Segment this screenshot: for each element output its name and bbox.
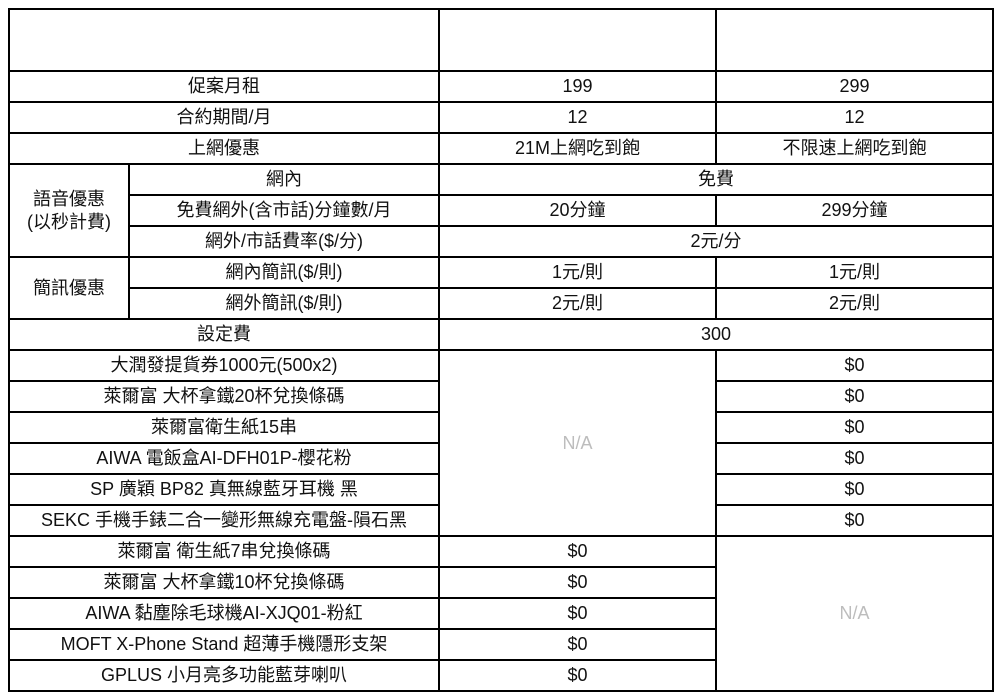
gift-latte20-label: 萊爾富 大杯拿鐵20杯兌換條碼 [8,380,440,413]
setup-fee-label: 設定費 [8,318,440,351]
sms-offnet-plan2: 2元/則 [715,287,994,320]
internet-offer-plan2: 不限速上網吃到飽 [715,132,994,165]
row-gift-charger: SEKC 手機手錶二合一變形無線充電盤-隕石黑 $0 [8,504,994,537]
gift-lint-remover-label: AIWA 黏塵除毛球機AI-XJQ01-粉紅 [8,597,440,630]
gift-charger-label: SEKC 手機手錶二合一變形無線充電盤-隕石黑 [8,504,440,537]
row-gift-latte20: 萊爾富 大杯拿鐵20杯兌換條碼 $0 [8,380,994,413]
gift-tissue15-label: 萊爾富衛生紙15串 [8,411,440,444]
gift-earbuds-plan2: $0 [715,473,994,506]
gifts-plan1-na: N/A [438,349,717,537]
row-gift-rt-voucher: 大潤發提貨券1000元(500x2) N/A $0 [8,349,994,537]
sms-group-label: 簡訊優惠 [8,256,130,320]
sms-onnet-label: 網內簡訊($/則) [128,256,440,289]
gift-latte20-plan2: $0 [715,380,994,413]
monthly-fee-plan1: 199 [438,70,717,103]
sms-offnet-label: 網外簡訊($/則) [128,287,440,320]
gift-rt-voucher-label: 大潤發提貨券1000元(500x2) [8,349,440,382]
table-header-row: 促案名稱 199玩速上網吃到飽單門號精選 商品方案 299禮薄情厚上網吃到飽 單… [8,8,994,72]
row-gift-tissue15: 萊爾富衛生紙15串 $0 [8,411,994,444]
contract-period-plan2: 12 [715,101,994,134]
monthly-fee-label: 促案月租 [8,70,440,103]
plan-comparison-table: 促案名稱 199玩速上網吃到飽單門號精選 商品方案 299禮薄情厚上網吃到飽 單… [8,8,994,692]
row-gift-speaker: GPLUS 小月亮多功能藍芽喇叭 $0 [8,659,993,692]
gift-phone-stand-plan1: $0 [438,628,717,661]
voice-offnet-minutes-label: 免費網外(含市話)分鐘數/月 [128,194,440,227]
voice-offnet-rate-label: 網外/市話費率($/分) [128,225,440,258]
voice-onnet-label: 網內 [128,163,440,196]
row-voice-offnet-rate: 網外/市話費率($/分) 2元/分 [9,225,994,258]
row-voice-offnet-minutes: 免費網外(含市話)分鐘數/月 20分鐘 299分鐘 [9,194,994,227]
gift-tissue7-plan1: $0 [438,535,717,568]
gift-latte10-plan1: $0 [438,566,717,599]
row-gift-phone-stand: MOFT X-Phone Stand 超薄手機隱形支架 $0 [8,628,993,661]
row-monthly-fee: 促案月租 199 299 [8,70,994,103]
row-gift-rice-cooker: AIWA 電飯盒AI-DFH01P-櫻花粉 $0 [8,442,994,475]
gift-earbuds-label: SP 廣穎 BP82 真無線藍牙耳機 黑 [8,473,440,506]
voice-offnet-rate-value: 2元/分 [438,225,994,258]
sms-offnet-plan1: 2元/則 [438,287,717,320]
row-gift-tissue7: 萊爾富 衛生紙7串兌換條碼 $0 N/A [8,535,994,692]
gift-phone-stand-label: MOFT X-Phone Stand 超薄手機隱形支架 [8,628,440,661]
row-sms-offnet: 網外簡訊($/則) 2元/則 2元/則 [9,287,994,320]
setup-fee-value: 300 [438,318,994,351]
row-gift-earbuds: SP 廣穎 BP82 真無線藍牙耳機 黑 $0 [8,473,994,506]
row-gift-latte10: 萊爾富 大杯拿鐵10杯兌換條碼 $0 [8,566,993,599]
gift-rice-cooker-label: AIWA 電飯盒AI-DFH01P-櫻花粉 [8,442,440,475]
header-plan-199: 199玩速上網吃到飽單門號精選 商品方案 [438,8,717,72]
gift-tissue7-label: 萊爾富 衛生紙7串兌換條碼 [8,535,440,568]
row-gift-lint-remover: AIWA 黏塵除毛球機AI-XJQ01-粉紅 $0 [8,597,993,630]
gift-speaker-plan1: $0 [438,659,717,692]
internet-offer-plan1: 21M上網吃到飽 [438,132,717,165]
row-internet-offer: 上網優惠 21M上網吃到飽 不限速上網吃到飽 [8,132,994,165]
gift-latte10-label: 萊爾富 大杯拿鐵10杯兌換條碼 [8,566,440,599]
voice-group-label: 語音優惠 (以秒計費) [8,163,130,258]
row-voice-onnet: 語音優惠 (以秒計費) 網內 免費 [8,163,994,258]
monthly-fee-plan2: 299 [715,70,994,103]
gift-lint-remover-plan1: $0 [438,597,717,630]
sms-onnet-plan2: 1元/則 [715,256,994,289]
header-plan-299: 299禮薄情厚上網吃到飽 單門號方案 [715,8,994,72]
contract-period-label: 合約期間/月 [8,101,440,134]
gift-charger-plan2: $0 [715,504,994,537]
gifts-plan2-na: N/A [715,535,994,692]
gift-rice-cooker-plan2: $0 [715,442,994,475]
internet-offer-label: 上網優惠 [8,132,440,165]
gift-tissue15-plan2: $0 [715,411,994,444]
sms-onnet-plan1: 1元/則 [438,256,717,289]
row-contract-period: 合約期間/月 12 12 [8,101,994,134]
row-setup-fee: 設定費 300 [8,318,994,351]
row-sms-onnet: 簡訊優惠 網內簡訊($/則) 1元/則 1元/則 [8,256,994,320]
voice-offnet-minutes-plan2: 299分鐘 [715,194,994,227]
gift-rt-voucher-plan2: $0 [715,349,994,382]
contract-period-plan1: 12 [438,101,717,134]
header-promo-name: 促案名稱 [8,8,440,72]
voice-offnet-minutes-plan1: 20分鐘 [438,194,717,227]
voice-onnet-value: 免費 [438,163,994,196]
gift-speaker-label: GPLUS 小月亮多功能藍芽喇叭 [8,659,440,692]
